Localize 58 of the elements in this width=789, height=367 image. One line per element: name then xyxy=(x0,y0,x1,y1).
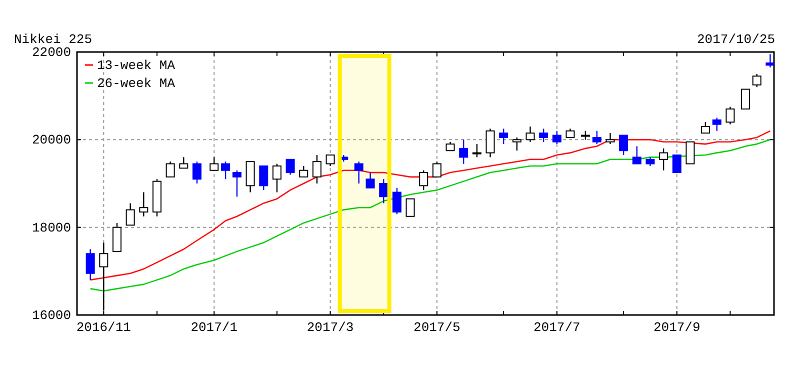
candlestick xyxy=(512,136,522,152)
chart-title: Nikkei 225 xyxy=(14,32,92,47)
x-tick-label: 2016/11 xyxy=(76,320,132,335)
chart-subtitle: 2017/10/25 xyxy=(696,32,775,47)
candlestick xyxy=(139,192,148,217)
candlestick xyxy=(406,198,415,217)
candlestick xyxy=(686,141,695,164)
y-tick-label: 16000 xyxy=(32,308,71,323)
candlestick xyxy=(459,139,468,164)
legend-label: 26-week MA xyxy=(97,76,176,91)
candlestick xyxy=(379,178,388,204)
candlestick xyxy=(472,143,482,158)
candlestick xyxy=(526,126,535,142)
x-tick-label: 2017/5 xyxy=(414,320,460,335)
candlestick xyxy=(766,54,774,68)
candlestick xyxy=(619,134,628,156)
candlestick xyxy=(210,156,219,171)
candlestick xyxy=(221,160,230,180)
candlestick xyxy=(392,187,402,215)
candlestick xyxy=(272,163,282,193)
candlestick xyxy=(632,146,642,164)
x-tick-label: 2017/3 xyxy=(306,320,354,335)
candlestick xyxy=(752,73,762,88)
candlestick xyxy=(432,160,442,178)
candlestick xyxy=(499,128,508,145)
candlestick xyxy=(166,160,175,178)
candlestick xyxy=(354,160,364,184)
candlestick xyxy=(179,156,188,169)
candlestick xyxy=(606,132,615,145)
candlestick xyxy=(659,148,668,171)
candlestick xyxy=(126,202,135,226)
candlestick xyxy=(419,170,428,191)
candlestick xyxy=(740,88,750,110)
candlestick xyxy=(312,154,322,184)
x-tick-label: 2017/9 xyxy=(653,320,700,335)
candlestick xyxy=(592,130,602,145)
candlestick xyxy=(192,160,202,184)
candlestick xyxy=(86,248,95,281)
candlestick xyxy=(712,117,722,132)
candlestick xyxy=(486,128,495,158)
candlestick xyxy=(299,165,308,178)
x-tick-label: 2017/1 xyxy=(190,320,238,335)
y-tick-label: 18000 xyxy=(32,220,71,236)
candlestick xyxy=(326,154,335,167)
candlestick xyxy=(552,130,562,145)
candlestick xyxy=(99,242,108,312)
x-tick-label: 2017/7 xyxy=(533,320,580,335)
candlestick xyxy=(539,128,548,142)
candlestick xyxy=(366,172,375,188)
candlestick xyxy=(232,170,242,198)
candlestick xyxy=(726,106,735,125)
y-tick-label: 20000 xyxy=(32,132,71,148)
candlestick xyxy=(672,154,682,174)
candlestick xyxy=(700,122,710,134)
legend-label: 13-week MA xyxy=(97,58,176,73)
candlestick xyxy=(286,158,295,176)
candlestick xyxy=(259,165,268,191)
y-tick-label: 22000 xyxy=(32,45,71,60)
